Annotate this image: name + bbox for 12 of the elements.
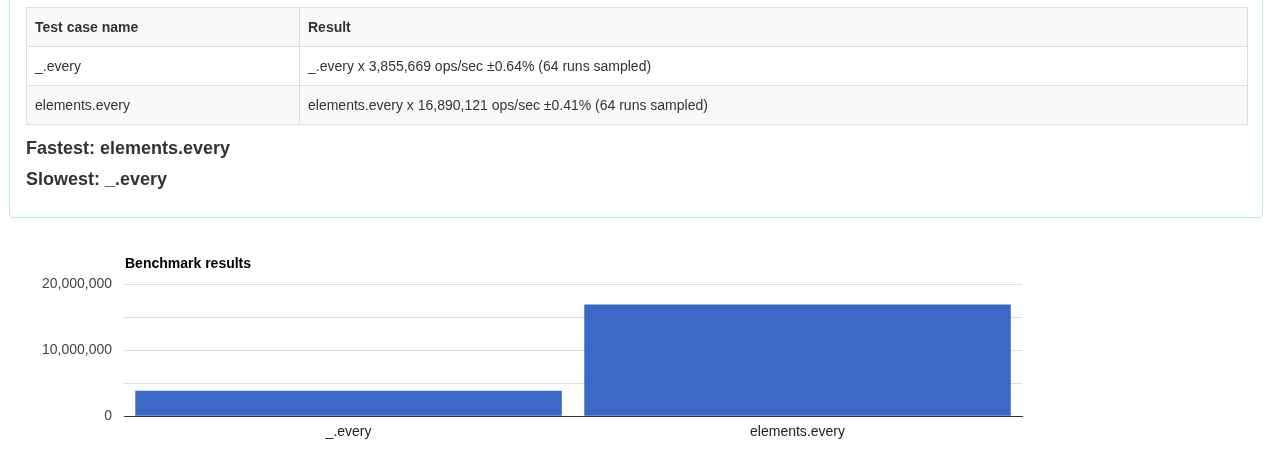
text: Test case name <box>26 7 300 47</box>
text: elements.every x 16,890,121 ops/sec ±0.41% (64 runs sampled) <box>299 85 1248 125</box>
y-tick-label: 10,000,000 <box>41 340 113 357</box>
text: _.every x 3,855,669 ops/sec ±0.64% (64 runs sampled) <box>299 46 1248 86</box>
text: Slowest: _.every <box>26 169 168 190</box>
y-tick-label: 0 <box>104 407 113 424</box>
text: _.every <box>26 46 300 86</box>
text: Fastest: elements.every <box>26 138 231 159</box>
y-tick-label: 20,000,000 <box>41 274 113 291</box>
chart-title: Benchmark results <box>125 255 252 271</box>
text: Result <box>299 7 1248 47</box>
text: elements.every <box>26 85 300 125</box>
